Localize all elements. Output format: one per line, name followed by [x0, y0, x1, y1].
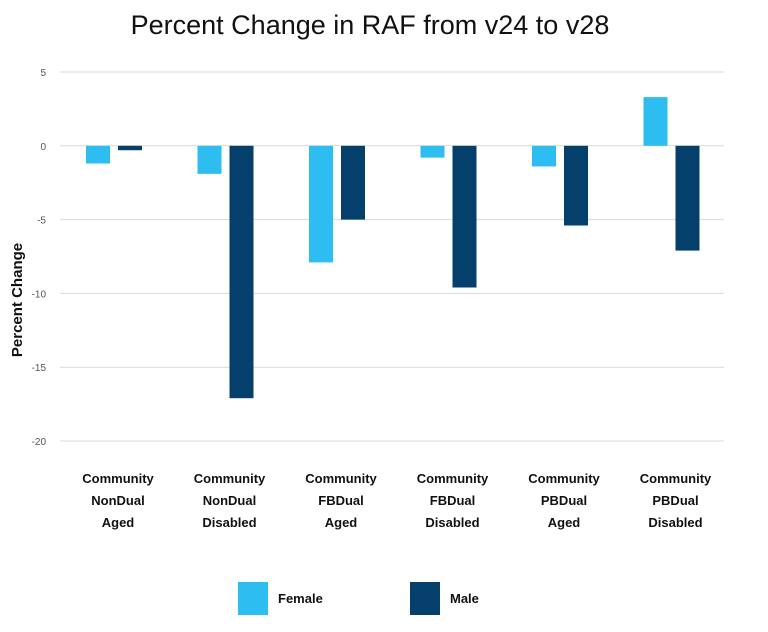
bar-male [675, 145, 700, 251]
legend-label-female: Female [278, 591, 323, 606]
bar-male [118, 145, 142, 151]
x-category-label: Community PBDual Disabled [640, 471, 712, 530]
bar-male [452, 145, 477, 288]
bars [86, 97, 700, 399]
bar-female [532, 145, 556, 167]
bar-male [229, 145, 254, 399]
bar-male [341, 145, 365, 220]
bar-male [564, 145, 588, 226]
bar-female [86, 145, 110, 164]
x-category-label: Community NonDual Disabled [194, 471, 266, 530]
x-category-label: Community FBDual Disabled [417, 471, 489, 530]
y-tick-label: -10 [32, 289, 47, 300]
y-tick-label: -15 [32, 363, 47, 374]
bar-female [309, 145, 333, 263]
legend-swatch-male [410, 582, 440, 615]
bar-female [197, 145, 222, 174]
grid [60, 71, 724, 442]
x-axis-categories: Community NonDual Aged Community NonDual Disa… [82, 471, 712, 530]
legend-swatch-female [238, 582, 268, 615]
bar-female [643, 97, 668, 146]
y-tick-label: 5 [40, 68, 46, 79]
chart-title: Percent Change in RAF from v24 to v28 [131, 10, 610, 40]
y-tick-label: 0 [40, 142, 46, 153]
legend-label-male: Male [450, 591, 479, 606]
y-axis-label: Percent Change [9, 243, 26, 357]
bar-female [420, 145, 445, 158]
y-tick-label: -5 [37, 216, 46, 227]
x-category-label: Community FBDual Aged [305, 471, 377, 530]
y-tick-label: -20 [32, 437, 47, 448]
y-axis-ticks: 5 0 -5 -10 -15 -20 [32, 68, 47, 448]
legend: Female Male [238, 582, 479, 615]
x-category-label: Community NonDual Aged [82, 471, 154, 530]
x-category-label: Community PBDual Aged [528, 471, 600, 530]
